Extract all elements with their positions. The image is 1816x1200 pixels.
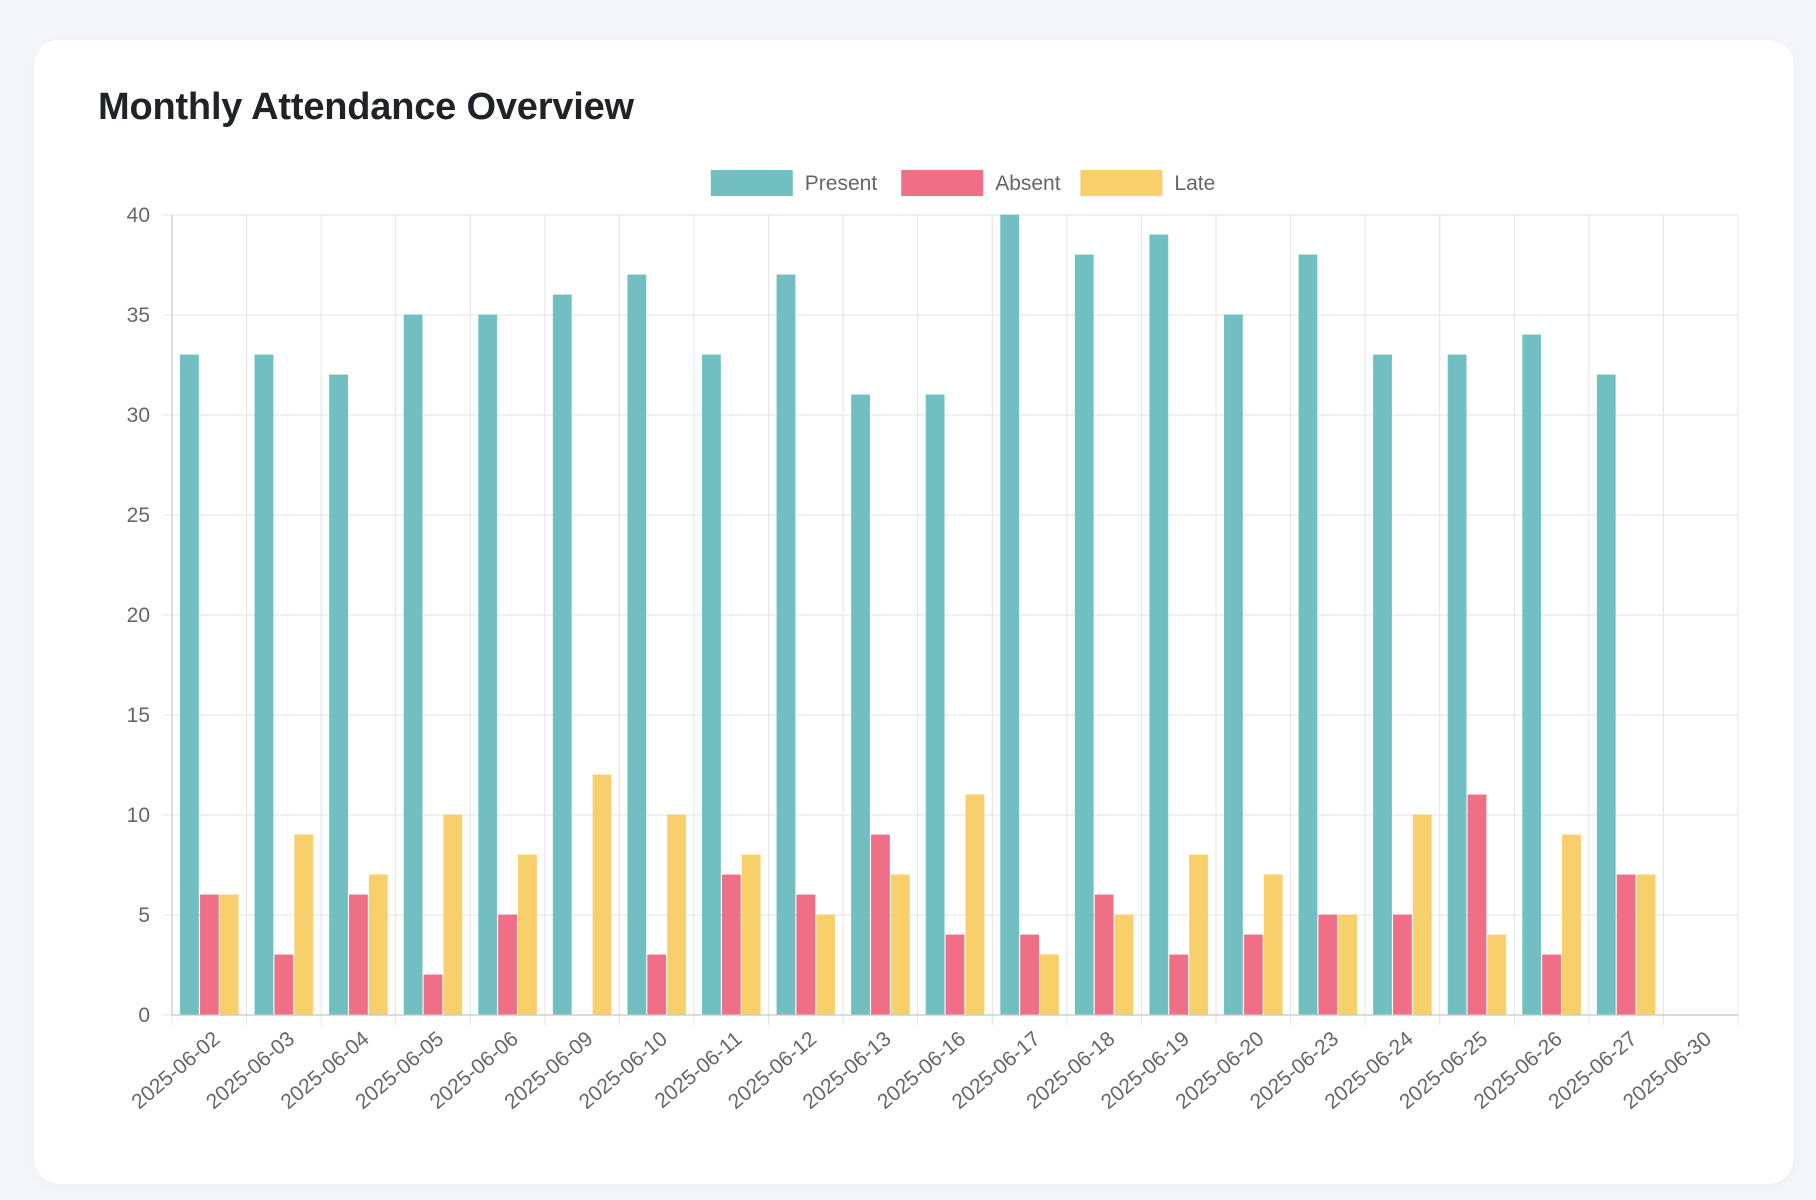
bar-late-2025-06-09 (592, 774, 612, 1016)
bar-present-2025-06-11 (701, 354, 721, 1016)
bar-absent-2025-06-17 (1020, 934, 1040, 1016)
bar-present-2025-06-25 (1447, 354, 1467, 1016)
bar-absent-2025-06-27 (1616, 874, 1636, 1016)
bar-late-2025-06-06 (518, 854, 537, 1016)
bar-late-2025-06-18 (1114, 914, 1134, 1016)
bar-absent-2025-06-23 (1318, 914, 1338, 1016)
chart-grid (164, 214, 1739, 1025)
bar-absent-2025-06-19 (1169, 954, 1189, 1016)
bar-late-2025-06-03 (294, 834, 314, 1016)
bar-late-2025-06-27 (1636, 874, 1656, 1016)
bar-present-2025-06-10 (627, 274, 647, 1016)
legend-swatch-late (1080, 170, 1163, 196)
y-tick-label: 0 (138, 1004, 150, 1027)
bar-present-2025-06-02 (179, 354, 199, 1016)
bar-late-2025-06-23 (1338, 914, 1358, 1016)
bar-absent-2025-06-24 (1392, 914, 1412, 1016)
bar-absent-2025-06-03 (274, 954, 294, 1016)
bar-present-2025-06-16 (925, 394, 945, 1016)
bar-late-2025-06-13 (890, 874, 910, 1016)
bar-present-2025-06-13 (851, 394, 870, 1016)
bar-present-2025-06-26 (1522, 334, 1542, 1016)
bar-absent-2025-06-11 (721, 874, 741, 1016)
chart-legend: Present Absent Late (710, 170, 1215, 196)
y-tick-label: 35 (127, 304, 150, 327)
bar-present-2025-06-06 (478, 314, 498, 1016)
y-tick-label: 15 (127, 704, 150, 727)
bar-late-2025-06-20 (1263, 874, 1283, 1016)
bar-absent-2025-06-20 (1243, 934, 1263, 1016)
bar-present-2025-06-27 (1596, 374, 1616, 1016)
legend-label-late: Late (1174, 172, 1215, 195)
bar-absent-2025-06-16 (945, 934, 965, 1016)
bar-late-2025-06-24 (1412, 814, 1432, 1016)
bar-absent-2025-06-12 (796, 894, 816, 1016)
bar-absent-2025-06-18 (1094, 894, 1114, 1016)
bar-present-2025-06-17 (1000, 214, 1020, 1016)
bar-late-2025-06-17 (1040, 954, 1059, 1016)
bar-late-2025-06-04 (368, 874, 388, 1016)
y-tick-label: 20 (127, 604, 150, 627)
bar-absent-2025-06-04 (348, 894, 368, 1016)
bar-late-2025-06-11 (741, 854, 761, 1016)
bar-present-2025-06-12 (776, 274, 796, 1016)
chart-axes (171, 215, 1738, 1016)
bar-absent-2025-06-05 (423, 974, 443, 1016)
bar-absent-2025-06-13 (870, 834, 890, 1016)
bar-late-2025-06-25 (1487, 934, 1507, 1016)
bar-late-2025-06-02 (219, 894, 239, 1016)
y-axis-ticks: 0 5 10 15 20 25 30 35 40 (127, 204, 150, 1027)
bar-present-2025-06-05 (403, 314, 423, 1016)
bar-absent-2025-06-02 (199, 894, 219, 1016)
bar-absent-2025-06-26 (1542, 954, 1562, 1016)
legend-label-present: Present (805, 172, 878, 195)
bar-absent-2025-06-10 (647, 954, 667, 1016)
bar-present-2025-06-09 (552, 294, 572, 1016)
bar-late-2025-06-19 (1189, 854, 1209, 1016)
bar-late-2025-06-10 (667, 814, 687, 1016)
bar-present-2025-06-04 (329, 374, 348, 1016)
legend-swatch-present (710, 170, 793, 196)
legend-label-absent: Absent (995, 172, 1061, 195)
bar-present-2025-06-24 (1373, 354, 1392, 1016)
y-tick-label: 40 (127, 204, 150, 227)
bar-late-2025-06-12 (816, 914, 836, 1016)
y-tick-label: 30 (127, 404, 150, 427)
bar-late-2025-06-16 (965, 794, 985, 1016)
legend-swatch-absent (901, 170, 984, 196)
bar-present-2025-06-19 (1149, 234, 1169, 1016)
x-axis-ticks: 2025-06-022025-06-032025-06-042025-06-05… (127, 1027, 1716, 1114)
bar-present-2025-06-23 (1298, 254, 1318, 1016)
bar-absent-2025-06-25 (1467, 794, 1487, 1016)
page-title: Monthly Attendance Overview (98, 86, 634, 128)
bar-present-2025-06-18 (1074, 254, 1094, 1016)
bar-present-2025-06-20 (1223, 314, 1243, 1016)
bar-late-2025-06-05 (443, 814, 463, 1016)
y-tick-label: 25 (127, 504, 150, 527)
bar-present-2025-06-03 (254, 354, 274, 1016)
y-tick-label: 5 (138, 904, 150, 927)
y-tick-label: 10 (127, 804, 150, 827)
bar-absent-2025-06-06 (498, 914, 518, 1016)
bar-late-2025-06-26 (1562, 834, 1581, 1016)
